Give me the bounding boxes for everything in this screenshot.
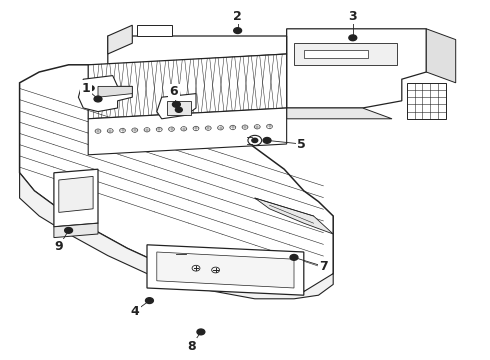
Circle shape — [175, 107, 182, 112]
Bar — [407, 83, 446, 119]
Polygon shape — [157, 94, 196, 119]
Circle shape — [290, 255, 298, 260]
Circle shape — [263, 138, 271, 143]
Text: 1: 1 — [81, 82, 90, 95]
Text: 8: 8 — [187, 340, 196, 353]
Text: 2: 2 — [233, 10, 242, 23]
Polygon shape — [167, 101, 191, 115]
Polygon shape — [98, 86, 132, 97]
Circle shape — [349, 35, 357, 41]
Circle shape — [234, 28, 242, 33]
Circle shape — [197, 329, 205, 335]
Polygon shape — [78, 76, 132, 112]
Polygon shape — [108, 36, 287, 65]
Text: 6: 6 — [170, 85, 178, 98]
Polygon shape — [287, 108, 392, 119]
Polygon shape — [54, 223, 98, 238]
Polygon shape — [59, 176, 93, 212]
Polygon shape — [88, 54, 287, 119]
Circle shape — [252, 138, 258, 143]
Circle shape — [87, 86, 94, 91]
Text: 7: 7 — [319, 260, 328, 273]
Text: 9: 9 — [54, 240, 63, 253]
Circle shape — [94, 96, 102, 102]
Polygon shape — [294, 43, 397, 65]
Polygon shape — [255, 198, 333, 234]
Polygon shape — [108, 25, 132, 54]
Polygon shape — [147, 245, 304, 295]
Polygon shape — [157, 252, 294, 288]
Text: 3: 3 — [348, 10, 357, 23]
Polygon shape — [426, 29, 456, 83]
Polygon shape — [304, 50, 368, 58]
Polygon shape — [54, 169, 98, 227]
Polygon shape — [287, 29, 426, 108]
Polygon shape — [137, 25, 172, 36]
Polygon shape — [20, 173, 333, 299]
Polygon shape — [20, 65, 333, 292]
Polygon shape — [88, 108, 287, 155]
Text: 4: 4 — [130, 305, 139, 318]
Text: 5: 5 — [297, 138, 306, 150]
Circle shape — [65, 228, 73, 233]
Circle shape — [172, 102, 180, 107]
Circle shape — [146, 298, 153, 303]
